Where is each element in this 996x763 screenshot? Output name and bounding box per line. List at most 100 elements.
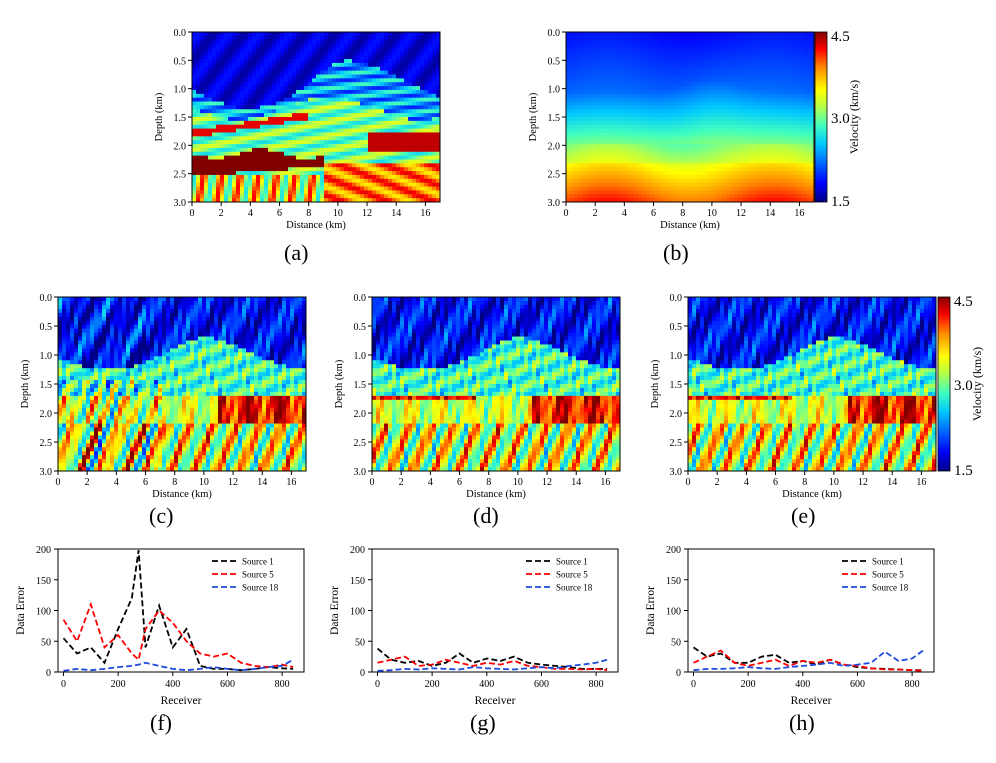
heatmap-cell bbox=[268, 120, 273, 126]
heatmap-cell bbox=[436, 59, 441, 64]
heatmap-cell bbox=[722, 51, 727, 56]
heatmap-cell bbox=[240, 128, 245, 133]
heatmap-cell bbox=[320, 32, 325, 37]
heatmap-cell bbox=[344, 155, 349, 160]
heatmap-cell bbox=[682, 82, 687, 87]
heatmap-cell bbox=[288, 97, 293, 102]
heatmap-cell bbox=[802, 159, 807, 164]
heatmap-cell bbox=[244, 82, 249, 87]
heatmap-cell bbox=[332, 43, 337, 48]
heatmap-cell bbox=[340, 194, 345, 199]
heatmap-cell bbox=[356, 89, 361, 95]
heatmap-cell bbox=[662, 35, 667, 41]
heatmap-cell bbox=[412, 144, 417, 149]
heatmap-cell bbox=[408, 159, 413, 164]
heatmap-cell bbox=[714, 101, 719, 106]
heatmap-cell bbox=[420, 132, 425, 137]
heatmap-cell bbox=[268, 59, 273, 64]
heatmap-cell bbox=[244, 105, 249, 110]
heatmap-cell bbox=[718, 62, 723, 68]
heatmap-cell bbox=[292, 70, 297, 75]
heatmap-cell bbox=[582, 32, 587, 37]
heatmap-cell bbox=[332, 51, 337, 56]
heatmap-cell bbox=[646, 113, 651, 118]
heatmap-cell bbox=[248, 124, 253, 129]
heatmap-cell bbox=[204, 78, 209, 83]
heatmap-cell bbox=[200, 171, 205, 176]
heatmap-cell bbox=[634, 105, 639, 110]
heatmap-cell bbox=[586, 140, 591, 145]
heatmap-cell bbox=[400, 198, 405, 203]
heatmap-cell bbox=[606, 93, 611, 99]
heatmap-cell bbox=[352, 109, 357, 114]
heatmap-cell bbox=[252, 55, 257, 60]
heatmap-cell bbox=[348, 113, 353, 118]
heatmap-cell bbox=[240, 105, 245, 110]
heatmap-cell bbox=[734, 59, 739, 64]
heatmap-cell bbox=[364, 144, 369, 149]
heatmap-cell bbox=[574, 113, 579, 118]
heatmap-cell bbox=[694, 32, 699, 37]
heatmap-cell bbox=[252, 51, 257, 56]
heatmap-cell bbox=[404, 59, 409, 64]
heatmap-cell bbox=[360, 186, 365, 191]
heatmap-cell bbox=[316, 163, 321, 168]
heatmap-cell bbox=[702, 101, 707, 106]
heatmap-cell bbox=[706, 55, 711, 60]
heatmap-cell bbox=[220, 109, 225, 114]
heatmap-cell bbox=[646, 32, 651, 37]
heatmap-cell bbox=[606, 151, 611, 157]
heatmap-cell bbox=[364, 182, 369, 187]
heatmap-cell bbox=[328, 151, 333, 157]
heatmap-cell bbox=[412, 190, 417, 195]
heatmap-cell bbox=[220, 43, 225, 48]
heatmap-cell bbox=[296, 59, 301, 64]
heatmap-cell bbox=[364, 35, 369, 41]
heatmap-cell bbox=[208, 120, 213, 126]
heatmap-cell bbox=[216, 144, 221, 149]
heatmap-cell bbox=[272, 93, 277, 99]
heatmap-cell bbox=[778, 35, 783, 41]
heatmap-cell bbox=[300, 109, 305, 114]
heatmap-cell bbox=[602, 47, 607, 52]
heatmap-cell bbox=[678, 120, 683, 126]
heatmap-cell bbox=[642, 113, 647, 118]
heatmap-cell bbox=[710, 136, 715, 141]
heatmap-cell bbox=[686, 78, 691, 83]
heatmap-cell bbox=[630, 155, 635, 160]
heatmap-cell bbox=[360, 32, 365, 37]
heatmap-cell bbox=[424, 124, 429, 129]
heatmap-cell bbox=[316, 78, 321, 83]
heatmap-cell bbox=[372, 171, 377, 176]
heatmap-cell bbox=[718, 151, 723, 157]
heatmap-cell bbox=[220, 194, 225, 199]
heatmap-cell bbox=[578, 113, 583, 118]
heatmap-cell bbox=[742, 93, 747, 99]
heatmap-cell bbox=[590, 159, 595, 164]
heatmap-cell bbox=[332, 82, 337, 87]
heatmap-cell bbox=[300, 186, 305, 191]
heatmap-cell bbox=[208, 109, 213, 114]
heatmap-cell bbox=[798, 59, 803, 64]
heatmap-cell bbox=[710, 59, 715, 64]
heatmap-cell bbox=[256, 82, 261, 87]
heatmap-cell bbox=[638, 113, 643, 118]
heatmap-cell bbox=[284, 66, 289, 72]
heatmap-cell bbox=[722, 147, 727, 153]
heatmap-cell bbox=[662, 78, 667, 83]
heatmap-cell bbox=[380, 105, 385, 110]
heatmap-cell bbox=[260, 51, 265, 56]
heatmap-cell bbox=[658, 51, 663, 56]
heatmap-cell bbox=[200, 35, 205, 41]
heatmap-cell bbox=[284, 182, 289, 187]
heatmap-cell bbox=[594, 120, 599, 126]
heatmap-cell bbox=[598, 43, 603, 48]
heatmap-cell bbox=[236, 190, 241, 195]
heatmap-cell bbox=[324, 124, 329, 129]
heatmap-cell bbox=[380, 89, 385, 95]
heatmap-cell bbox=[578, 167, 583, 172]
heatmap-cell bbox=[244, 136, 249, 141]
heatmap-cell bbox=[260, 113, 265, 118]
heatmap-cell bbox=[408, 128, 413, 133]
heatmap-cell bbox=[642, 35, 647, 41]
